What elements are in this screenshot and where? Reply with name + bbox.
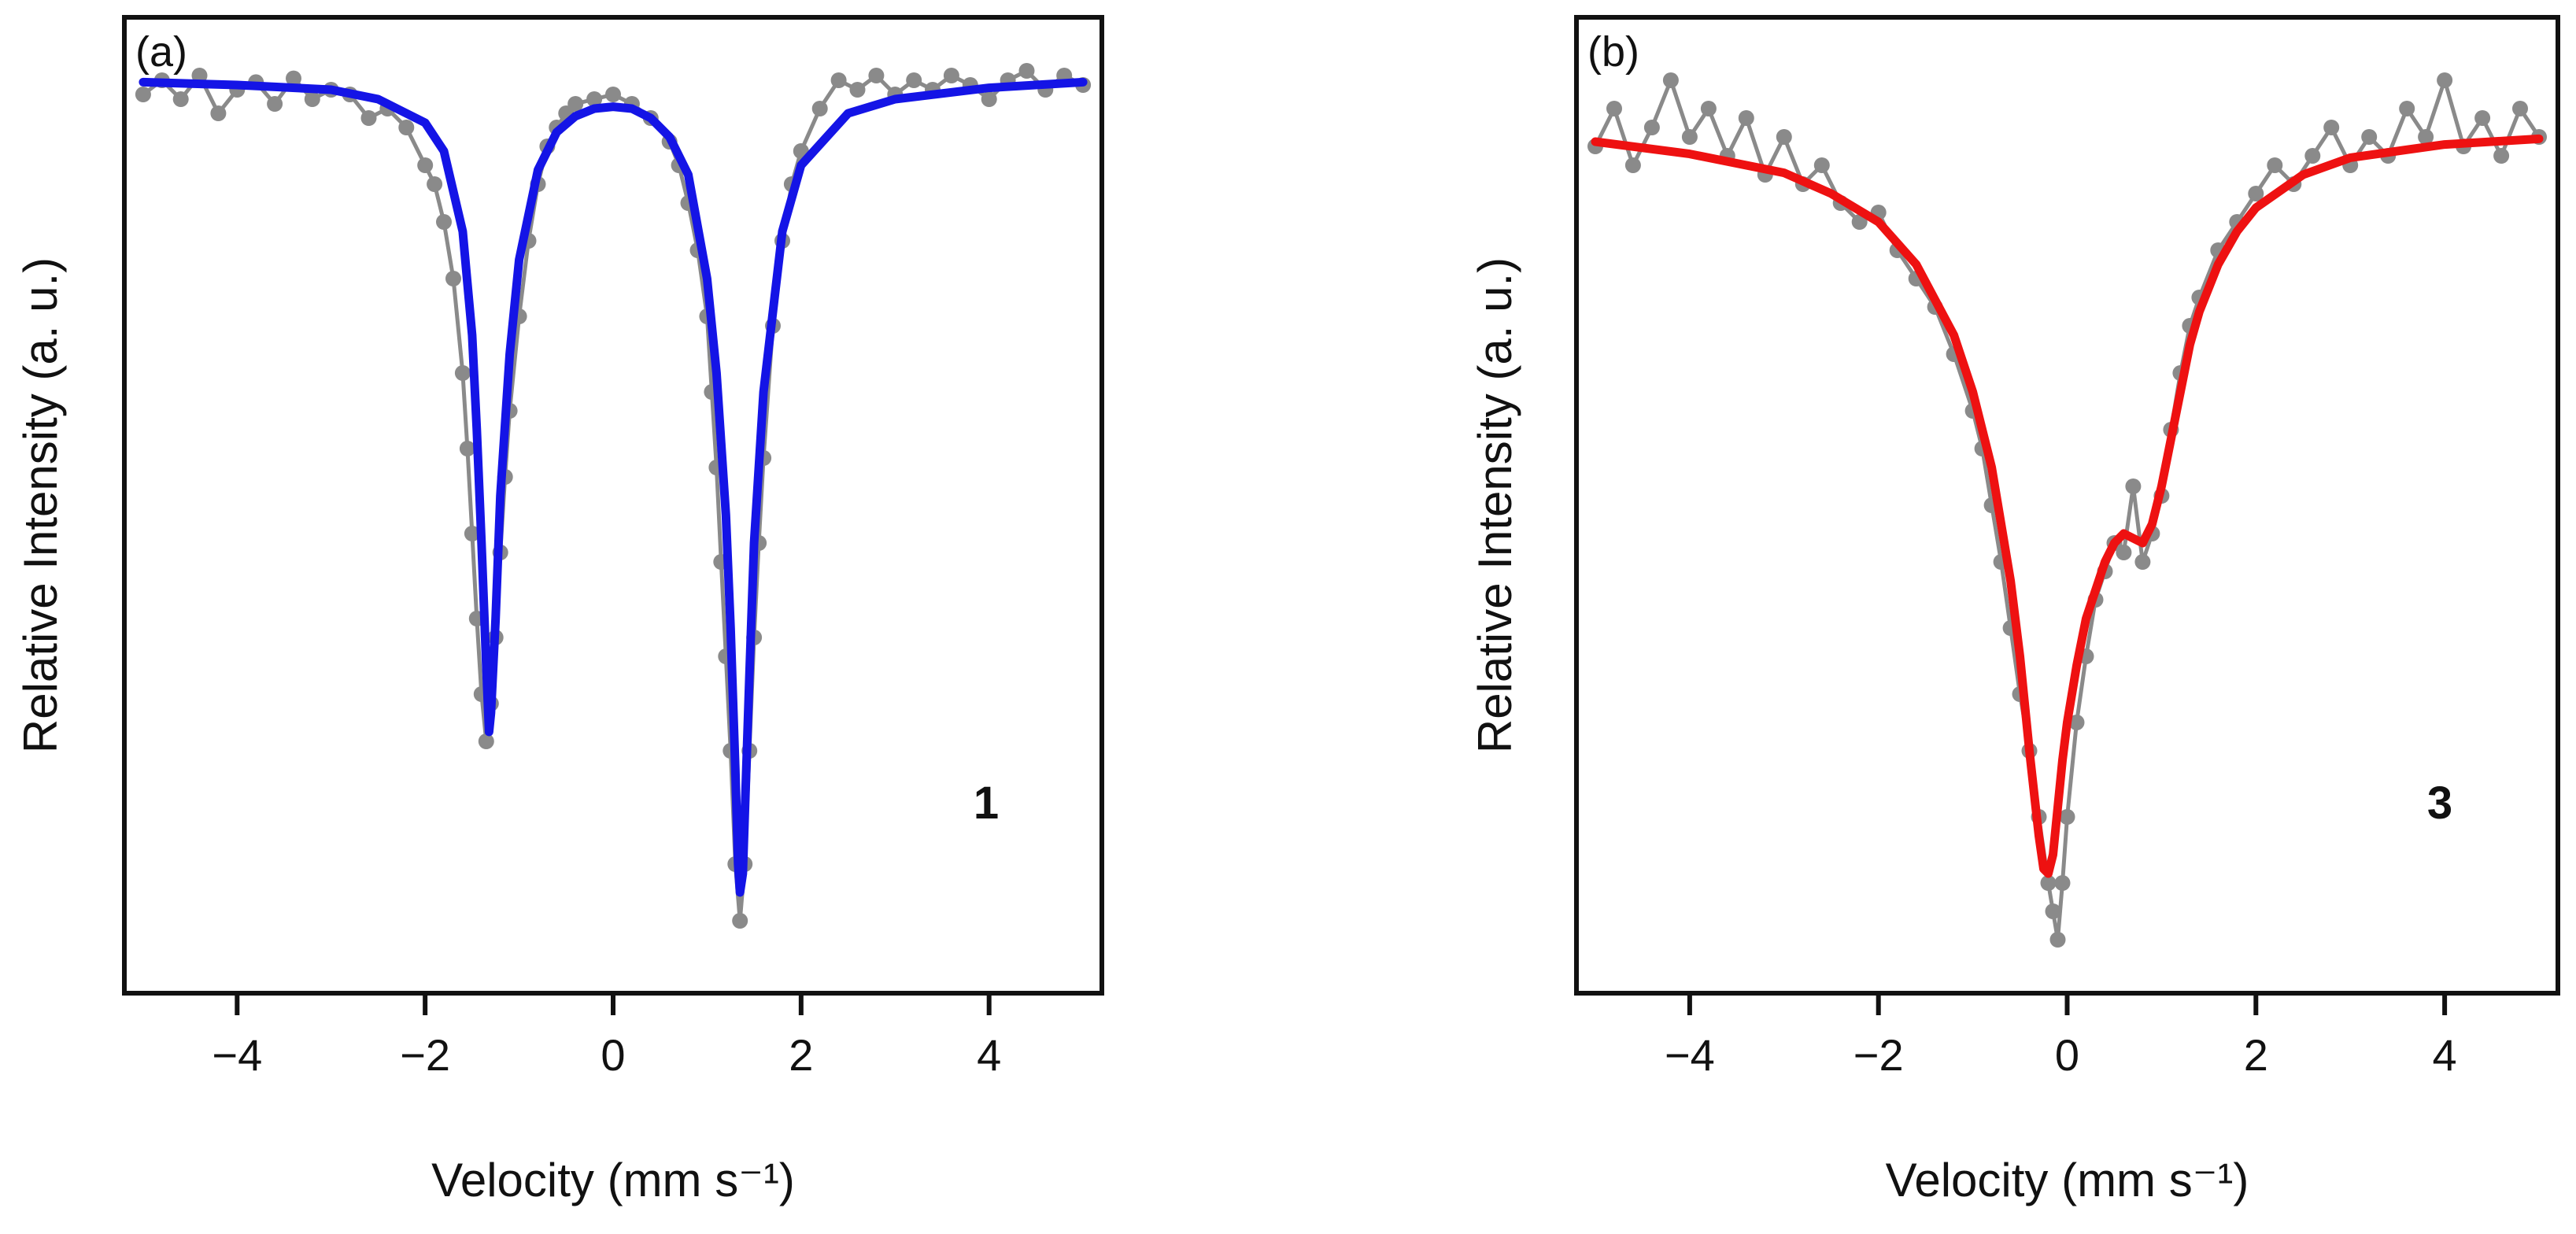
data-point [1813,157,1830,173]
series-data [1587,72,2547,948]
data-point [417,157,434,173]
x-tick-label: −4 [212,1030,262,1080]
data-point [2304,148,2321,164]
x-tick-label: −2 [400,1030,450,1080]
data-point [459,441,475,456]
data-point [1624,157,1641,173]
x-tick-label: 4 [2433,1030,2457,1080]
compound-label: 1 [974,778,999,829]
data-point [830,72,847,88]
data-point [445,271,461,286]
data-point [2134,554,2151,570]
x-tick-label: 4 [977,1030,1001,1080]
data-point [2248,186,2264,201]
x-tick-label: 0 [601,1030,625,1080]
data-point [868,68,885,83]
series-data [135,63,1092,929]
data-point [849,82,866,98]
data-point [811,101,828,116]
data-point [981,91,997,107]
data-point [1018,63,1035,79]
x-tick-label: 2 [2244,1030,2268,1080]
data-point [1776,129,1792,145]
data-point [1606,101,1622,116]
compound-label: 3 [2427,778,2452,829]
data-point [286,70,301,87]
data-point [586,91,603,107]
data-point [2493,148,2510,164]
data-point [605,87,621,102]
x-tick-label: 0 [2055,1030,2079,1080]
panel-label: (b) [1587,28,1639,76]
data-point [567,96,584,112]
fit-curve [139,77,1088,897]
data-point [2068,715,2085,730]
x-tick-label: −4 [1665,1030,1715,1080]
x-tick-label: 2 [789,1030,813,1080]
data-point [398,120,415,135]
data-point [172,91,189,107]
series-fit [139,77,1088,897]
chart-panel-1: −4 −2 0 2 4 Velocity (mm s⁻¹) Relative Intensi… [14,15,1104,1206]
series-fit [1591,134,2544,878]
data-point [2512,101,2528,116]
y-axis-label: Relative Intensity (a. u.) [1469,257,1521,753]
chart-panel-2: −4 −2 0 2 4 Velocity (mm s⁻¹) Relative Intensi… [1469,15,2560,1206]
data-point [2125,478,2142,494]
data-point [2267,157,2283,173]
data-point [210,105,227,121]
data-point [2418,129,2434,145]
data-point [464,526,480,541]
data-point [478,733,494,749]
data-point [1700,101,1717,116]
data-point [436,214,452,230]
y-axis-label: Relative Intensity (a. u.) [14,257,67,753]
data-point [2040,875,2057,891]
data-point [1643,120,1660,135]
data-point [360,110,377,126]
data-point [2399,101,2415,116]
data-point [2361,129,2378,145]
data-point [2437,72,2453,88]
data-point [427,176,443,192]
data-point [454,365,471,381]
data-point [135,87,151,102]
data-point [732,913,748,929]
plot-frame [122,15,1104,996]
fit-curve [1591,134,2544,878]
data-point [1738,110,1754,126]
data-point [1681,129,1698,145]
data-point [2045,903,2061,919]
data-point [2054,875,2071,891]
data-point [2323,120,2340,135]
data-point [2116,545,2132,560]
data-point [1662,72,1679,88]
data-point [304,91,320,107]
data-point [267,96,283,112]
data-point [2474,110,2491,126]
data-point [2049,932,2066,948]
x-axis-label: Velocity (mm s⁻¹) [431,1154,795,1206]
data-point [943,68,959,83]
panel-label: (a) [135,28,187,76]
data-point [2059,809,2075,825]
data-line [141,68,1085,923]
x-tick-label: −2 [1853,1030,1904,1080]
data-point [906,72,922,88]
x-axis-label: Velocity (mm s⁻¹) [1886,1154,2249,1206]
